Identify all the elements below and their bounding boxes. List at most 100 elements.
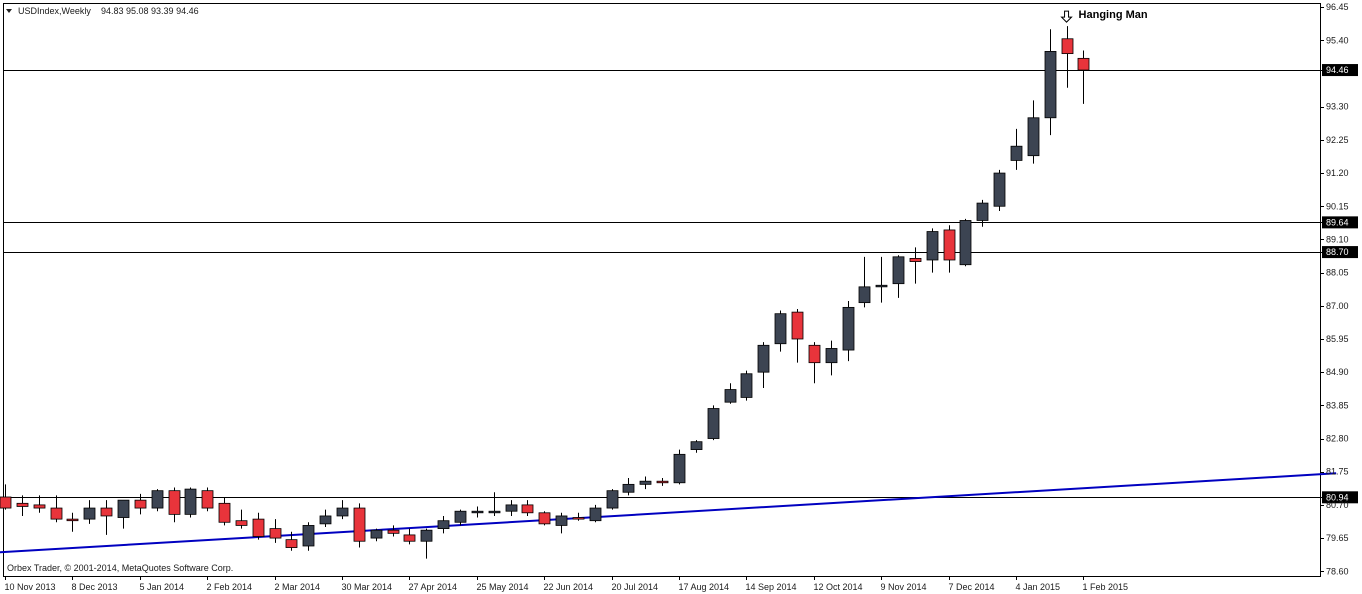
candle-body-bear	[134, 499, 147, 509]
triangle-down-icon[interactable]	[6, 9, 12, 13]
x-tick-label: 9 Nov 2014	[881, 582, 927, 592]
x-tick-label: 30 Mar 2014	[342, 582, 393, 592]
candle	[66, 512, 79, 532]
y-tick-label: 84.90	[1326, 367, 1349, 377]
ohlc-readout: 94.83 95.08 93.39 94.46	[101, 6, 199, 16]
candle	[454, 509, 467, 526]
x-tick-label: 2 Mar 2014	[275, 582, 321, 592]
candle	[521, 500, 534, 516]
y-tick-label: 78.60	[1326, 566, 1349, 576]
candle	[370, 528, 383, 542]
candle-body-bear	[656, 480, 669, 484]
candle-body-bull	[825, 348, 838, 364]
y-tick-label: 81.75	[1326, 467, 1349, 477]
candle-body-bull	[707, 408, 720, 439]
candle-body-bull	[976, 202, 989, 221]
candle-body-bear	[50, 507, 63, 520]
candle	[572, 512, 585, 521]
candle-body-bear	[235, 520, 248, 526]
candle	[639, 476, 652, 490]
price-level-label-bg	[1322, 216, 1358, 229]
candle	[471, 506, 484, 518]
candle	[740, 370, 753, 401]
candle-body-bear	[33, 504, 46, 509]
candle-body-bull	[370, 529, 383, 539]
candle	[50, 495, 63, 523]
candle-body-bull	[505, 504, 518, 512]
candle-body-bull	[184, 488, 197, 515]
symbol-title: USDIndex,Weekly	[18, 6, 91, 16]
candle	[707, 405, 720, 441]
candle-body-bull	[420, 529, 433, 542]
candle	[235, 509, 248, 529]
candle-body-bear	[0, 496, 12, 509]
y-tick-label: 91.20	[1326, 168, 1349, 178]
candle	[319, 509, 332, 528]
candle-body-bull	[774, 313, 787, 345]
candle	[1061, 26, 1074, 88]
chart-header: USDIndex,Weekly 94.83 95.08 93.39 94.46	[6, 6, 199, 16]
candle-body-bull	[690, 441, 703, 450]
y-tick-label: 83.85	[1326, 400, 1349, 410]
candle-body-bear	[201, 490, 214, 509]
y-tick-label: 82.80	[1326, 434, 1349, 444]
candle	[353, 503, 366, 548]
x-tick-label: 8 Dec 2013	[72, 582, 118, 592]
candle	[757, 342, 770, 388]
candle-body-bear	[1061, 38, 1074, 55]
candle	[892, 255, 905, 298]
candle-body-bull	[858, 286, 871, 304]
candle	[83, 500, 96, 524]
annotation-label: Hanging Man	[1079, 9, 1148, 21]
candle-body-bear	[521, 504, 534, 514]
price-level-label: 94.46	[1326, 65, 1349, 75]
candle-body-bull	[1044, 51, 1057, 119]
candle	[606, 489, 619, 510]
candle-body-bull	[488, 510, 501, 514]
x-tick-label: 25 May 2014	[477, 582, 529, 592]
candle	[1010, 128, 1023, 170]
candle-body-bear	[403, 534, 416, 542]
candle	[842, 301, 855, 362]
candle	[252, 512, 265, 540]
x-tick-label: 20 Jul 2014	[612, 582, 659, 592]
candle	[926, 228, 939, 273]
x-tick-label: 10 Nov 2013	[5, 582, 56, 592]
candle	[505, 500, 518, 516]
candle-body-bull	[555, 515, 568, 526]
candle	[656, 478, 669, 486]
candle-body-bear	[943, 229, 956, 261]
candle	[184, 487, 197, 518]
candle-body-bear	[252, 518, 265, 537]
x-tick-label: 4 Jan 2015	[1016, 582, 1061, 592]
candle-body-bull	[117, 499, 130, 518]
candle	[858, 256, 871, 308]
candle-body-bull	[993, 172, 1006, 207]
candle-body-bull	[740, 373, 753, 398]
candle-body-bear	[66, 518, 79, 522]
candle-body-bear	[16, 502, 29, 507]
candle	[285, 531, 298, 551]
candle	[100, 500, 113, 535]
candle-body-bull	[471, 510, 484, 514]
candle	[774, 310, 787, 352]
candle-body-bear	[572, 517, 585, 520]
y-tick-label: 85.95	[1326, 334, 1349, 344]
y-tick-label: 80.70	[1326, 500, 1349, 510]
candle-body-bear	[218, 502, 231, 523]
candle	[269, 519, 282, 543]
y-tick-label: 96.45	[1326, 2, 1349, 12]
candle	[1077, 50, 1090, 104]
candle-body-bear	[808, 344, 821, 364]
trendline[interactable]	[0, 472, 1337, 554]
copyright-text: Orbex Trader, © 2001-2014, MetaQuotes So…	[7, 563, 233, 573]
candle-body-bull	[673, 453, 686, 484]
candle	[808, 342, 821, 384]
y-tick-label: 87.00	[1326, 301, 1349, 311]
candle-body-bear	[387, 529, 400, 534]
candle	[134, 493, 147, 515]
candle	[622, 478, 635, 496]
y-tick-label: 92.25	[1326, 135, 1349, 145]
candle	[168, 487, 181, 523]
